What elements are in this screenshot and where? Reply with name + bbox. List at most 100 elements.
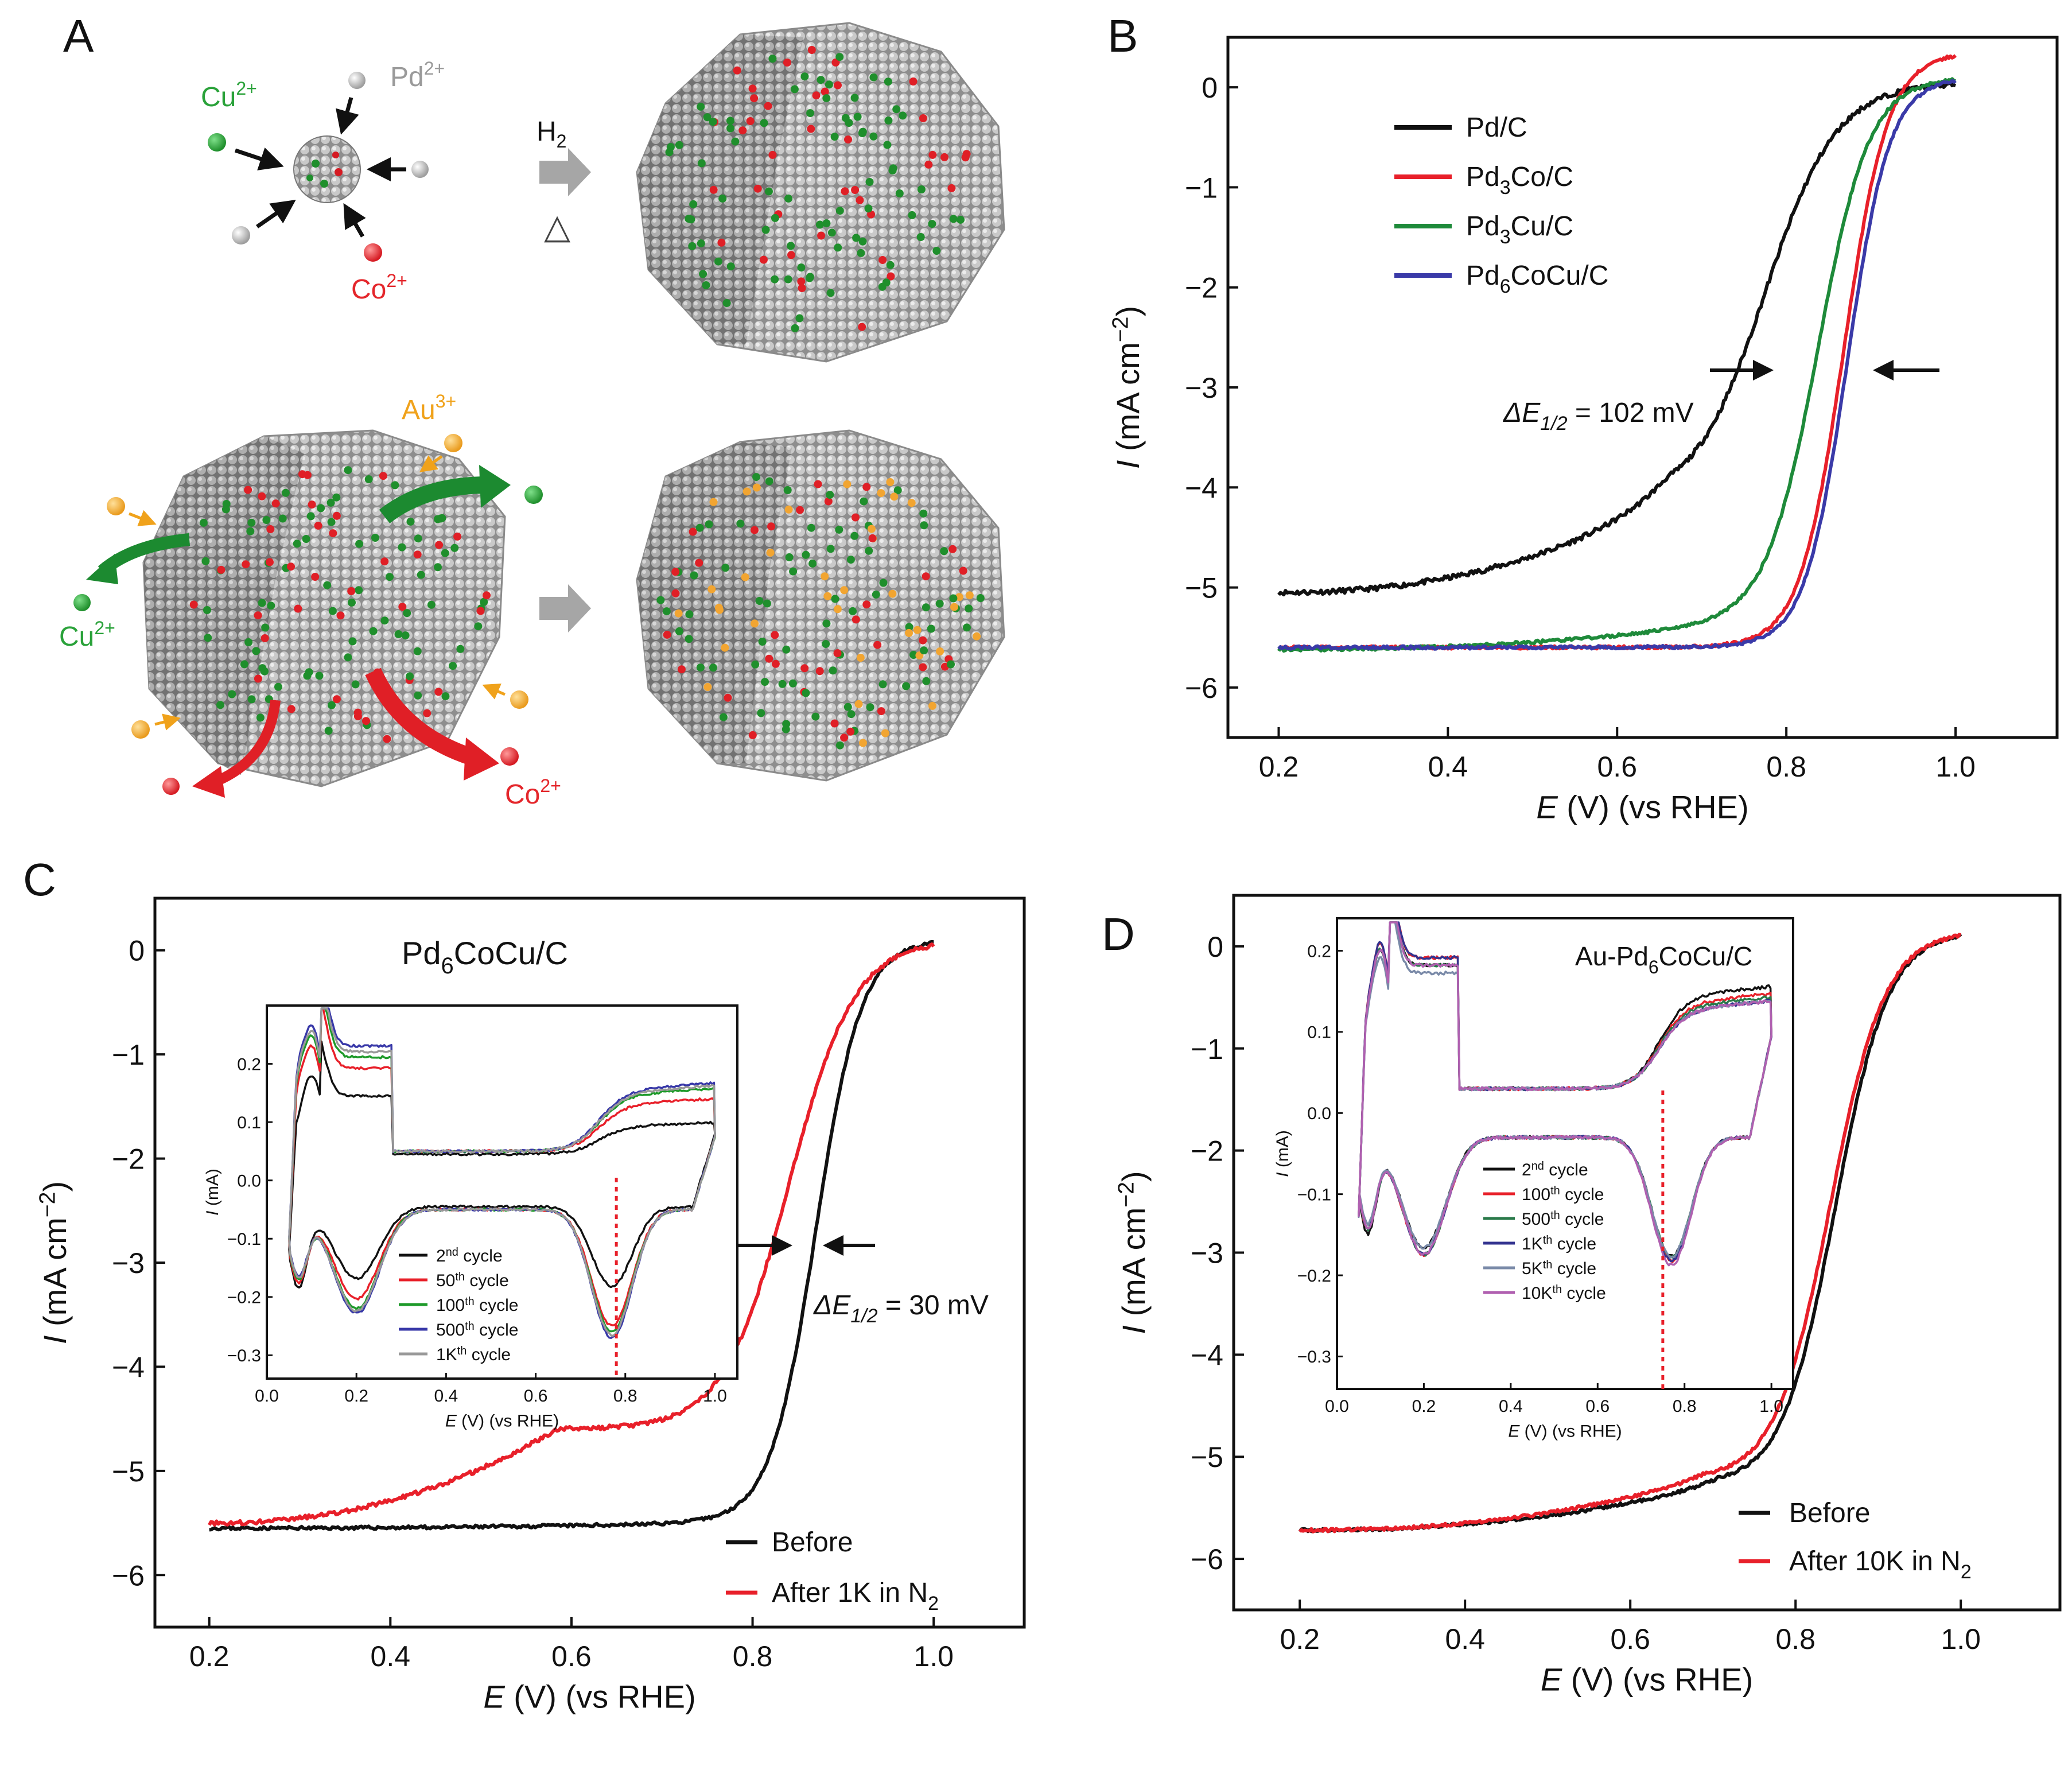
inset-frame [1336,917,1794,1390]
legend: Before After 10K in N2 [1739,1498,1972,1583]
co-ion-label: Co2+ [351,270,407,305]
solute-atom [751,619,759,628]
solute-atom [353,712,362,720]
solute-atom [266,558,274,566]
solute-atom [298,470,306,479]
au-ion-ball [107,497,125,515]
solute-atom [817,231,826,240]
solute-atom [802,550,810,559]
solute-atom [302,535,310,543]
solute-atom [787,242,795,250]
solute-atom [864,204,873,213]
panel-label-d: D [1102,909,1135,960]
panel-a-schematic: A Cu2+ Pd2+ Co2+ H2 △ [59,10,1005,810]
solute-atom [221,505,230,514]
solute-atom [719,713,728,721]
x-tick-label: 0.6 [1585,1397,1610,1416]
solute-atom [697,102,705,111]
solute-atom [433,515,442,523]
solute-atom [417,570,425,579]
solute-atom [860,497,868,506]
solute-atom [822,219,831,228]
co-ion-label: Co2+ [505,775,561,810]
solute-atom [859,739,867,747]
solute-atom [328,607,337,615]
solute-atom [907,499,916,507]
solute-atom [733,66,741,75]
solute-atom [261,667,269,676]
legend-label: Pd/C [1466,112,1527,143]
solute-atom [427,600,436,609]
solute-atom [483,591,491,600]
solute-atom [406,517,415,526]
solute-atom [413,647,422,655]
nanocrystal-3 [636,429,1005,782]
x-tick-label: 0.8 [733,1640,773,1672]
cu-ion-label: Cu2+ [59,618,115,652]
legend-label: Before [772,1527,853,1558]
solute-atom [709,663,717,672]
x-tick-label: 0.6 [1597,751,1638,783]
solute-atom [294,604,302,613]
y-tick-label: −0.2 [227,1288,261,1307]
inset-legend-label: 10Kth cycle [1522,1283,1606,1303]
solute-atom [824,497,833,506]
y-tick-label: 0 [1202,72,1218,104]
y-tick-label: −4 [1185,472,1218,504]
series-line [209,940,934,1532]
solute-atom [677,665,686,674]
solute-atom [726,117,734,125]
solute-atom [262,516,271,524]
series-line [1277,79,1957,651]
cu-ion-ball [208,133,226,152]
solute-atom [800,664,809,673]
solute-atom [771,659,780,668]
solute-atom [909,651,918,659]
solute-atom [709,185,718,194]
solute-atom [278,514,287,523]
solute-atom [323,581,332,589]
solute-atom [709,498,718,506]
solute-atom [327,518,336,526]
legend-label: Pd6CoCu/C [1466,261,1608,297]
solute-atom [371,534,379,542]
x-tick-label: 0.0 [255,1387,279,1406]
y-tick-label: −4 [112,1351,145,1383]
solute-atom [822,640,830,648]
solute-atom [812,91,821,100]
solute-atom [833,649,842,658]
solute-atom [757,709,765,717]
solute-atom [413,550,422,559]
x-tick-label: 0.4 [1445,1623,1485,1655]
panel-c-title: Pd6CoCu/C [402,935,568,979]
series-line [1278,54,1957,651]
solute-atom [790,85,799,94]
solute-atom [718,194,727,203]
solute-atom [840,733,849,742]
solute-atom [940,153,948,161]
solute-atom [802,689,810,697]
solute-atom [480,597,488,606]
solute-atom [878,282,887,291]
solute-atom [261,623,270,632]
solute-atom [380,616,389,625]
solute-atom [940,547,948,556]
solute-atom [383,735,391,743]
solute-atom [858,127,867,136]
au-ion-label: Au3+ [402,391,456,425]
y-tick-label: −0.1 [227,1230,261,1249]
solute-atom [741,573,749,581]
solute-atom [663,630,671,639]
solute-atom [955,593,963,601]
solute-atom [414,691,422,700]
solute-atom [721,564,730,572]
co-ion-ball [364,243,382,262]
solute-atom [724,693,732,702]
solute-atom [872,590,880,599]
pd-ion-ball [348,72,366,89]
solute-atom [662,607,671,616]
solute-atom [826,491,834,499]
solute-atom [858,323,866,331]
solute-atom [328,701,336,709]
solute-atom [879,579,888,587]
